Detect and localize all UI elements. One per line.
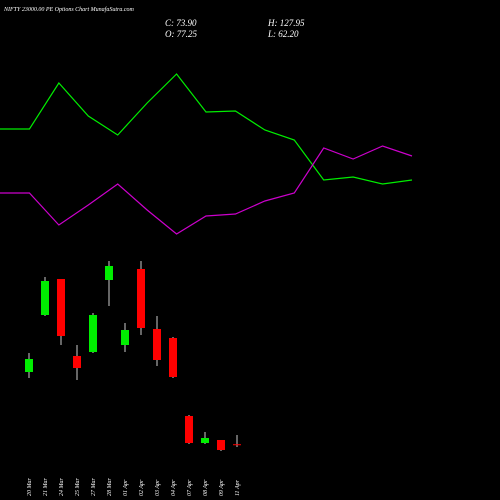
chart-title: NIFTY 23000.00 PE Options Chart MunafaSu… xyxy=(3,6,135,13)
candle-body xyxy=(41,281,49,315)
low-label: L: 62.20 xyxy=(267,29,299,39)
x-tick-label: 24 Mar xyxy=(58,478,65,496)
x-tick-label: 02 Apr xyxy=(139,479,145,496)
candle-body xyxy=(153,329,161,360)
line-series xyxy=(0,73,413,185)
candle-body xyxy=(73,356,81,368)
candle-body xyxy=(169,338,177,377)
candle-body xyxy=(25,359,33,372)
x-tick-label: 27 Mar xyxy=(91,478,97,496)
x-tick-label: 03 Apr xyxy=(155,479,161,496)
x-tick-label: 11 Apr xyxy=(235,479,241,496)
x-tick-label: 07 Apr xyxy=(187,479,193,496)
candle-body xyxy=(217,440,225,450)
candle-body xyxy=(57,279,65,336)
close-label: C: 73.90 xyxy=(165,18,197,28)
candle-body xyxy=(233,444,241,446)
x-tick-label: 09 Apr xyxy=(219,479,225,496)
line-series xyxy=(0,145,413,235)
candle-body xyxy=(121,330,129,345)
x-tick-label: 20 Mar xyxy=(27,478,33,496)
open-label: O: 77.25 xyxy=(165,29,197,39)
x-tick-label: 08 Apr xyxy=(203,479,209,496)
x-tick-label: 28 Mar xyxy=(107,478,113,496)
candle-body xyxy=(89,315,97,352)
x-tick-label: 01 Apr xyxy=(123,479,129,496)
high-label: H: 127.95 xyxy=(267,18,305,28)
x-tick-label: 04 Apr xyxy=(170,479,177,496)
candle-body xyxy=(201,438,209,443)
x-tick-label: 21 Mar xyxy=(43,478,49,496)
candle-body xyxy=(185,416,193,443)
x-tick-label: 25 Mar xyxy=(75,478,81,496)
candle-body xyxy=(105,266,113,280)
candle-body xyxy=(137,269,145,328)
